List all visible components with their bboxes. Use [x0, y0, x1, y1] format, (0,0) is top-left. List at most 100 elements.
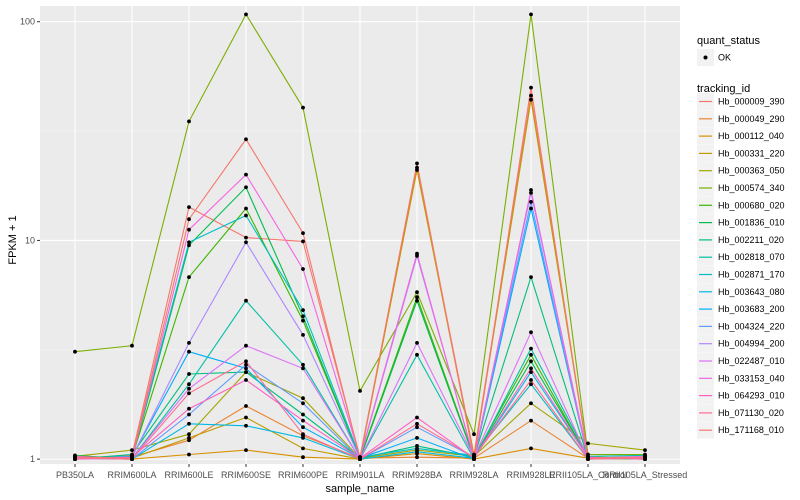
data-point	[244, 448, 248, 452]
data-point	[244, 362, 248, 367]
data-point	[529, 359, 533, 364]
legend-label: Hb_071130_020	[718, 408, 784, 418]
legend-label: Hb_000049_290	[718, 114, 785, 124]
data-point	[529, 401, 533, 406]
data-point	[358, 389, 362, 393]
data-point	[187, 227, 191, 232]
data-point	[244, 172, 248, 177]
data-point	[415, 421, 419, 426]
data-point	[187, 240, 191, 245]
data-point	[244, 415, 248, 420]
x-tick-label: RRIM928LA	[449, 470, 498, 480]
data-point	[244, 206, 248, 211]
data-point	[529, 188, 533, 192]
data-point	[301, 308, 305, 312]
data-point	[187, 372, 191, 376]
legend-label: Hb_002818_070	[718, 252, 785, 262]
data-point	[415, 415, 419, 420]
legend-label: Hb_000680_020	[718, 200, 785, 210]
data-point	[358, 456, 362, 461]
data-point	[415, 446, 419, 451]
data-point	[244, 359, 248, 364]
data-point	[187, 243, 191, 248]
data-point	[244, 370, 248, 374]
legend-title-quant-status: quant_status	[697, 35, 760, 47]
data-point	[643, 448, 647, 452]
legend-point-symbol	[703, 55, 708, 60]
data-point	[529, 366, 533, 371]
x-tick-label: PB350LA	[56, 470, 94, 480]
data-point	[415, 449, 419, 454]
data-point	[244, 378, 248, 382]
data-point	[415, 425, 419, 430]
data-point	[415, 290, 419, 295]
legend-label: Hb_000363_050	[718, 166, 785, 176]
data-point	[301, 455, 305, 460]
data-point	[187, 217, 191, 222]
data-point	[529, 275, 533, 279]
data-point	[187, 349, 191, 354]
data-point	[529, 85, 533, 90]
data-point	[415, 161, 419, 166]
data-point	[301, 239, 305, 244]
data-point	[529, 370, 533, 374]
data-point	[244, 404, 248, 408]
x-tick-label: RRIM600PE	[278, 470, 328, 480]
data-point	[187, 275, 191, 279]
x-tick-label: RRII105LA_Control	[549, 470, 627, 480]
data-point	[586, 441, 590, 446]
data-point	[529, 418, 533, 423]
data-point	[130, 343, 134, 348]
data-point	[529, 200, 533, 204]
data-point	[244, 366, 248, 371]
data-point	[301, 418, 305, 423]
data-point	[529, 352, 533, 357]
data-point	[415, 295, 419, 300]
data-point	[301, 366, 305, 371]
data-point	[586, 456, 590, 461]
legend-label: Hb_000574_340	[718, 183, 785, 193]
x-tick-label: RRIM600LA	[107, 470, 156, 480]
data-point	[187, 436, 191, 440]
legend-label: Hb_002211_020	[718, 235, 784, 245]
data-point	[244, 12, 248, 17]
data-point	[301, 401, 305, 406]
y-axis: 1 10 100	[20, 17, 40, 464]
legend-label: Hb_000112_040	[718, 131, 784, 141]
data-point	[244, 240, 248, 245]
legend-label: Hb_171168_010	[718, 425, 784, 435]
y-tick-label: 1	[30, 454, 35, 464]
data-point	[244, 343, 248, 348]
data-point	[244, 298, 248, 303]
data-point	[301, 231, 305, 236]
y-tick-label: 100	[20, 17, 35, 27]
data-point	[244, 137, 248, 142]
data-point	[415, 298, 419, 303]
legend-label: Hb_022487_010	[718, 356, 785, 366]
data-point	[130, 456, 134, 461]
data-point	[529, 93, 533, 98]
data-point	[301, 318, 305, 323]
data-point	[415, 455, 419, 460]
series-points	[73, 12, 647, 461]
data-point	[301, 105, 305, 110]
x-tick-label: RRIM600SE	[221, 470, 271, 480]
data-point	[643, 455, 647, 460]
data-point	[529, 446, 533, 451]
legend-label: OK	[718, 53, 731, 63]
data-point	[529, 346, 533, 351]
x-axis: PB350LA RRIM600LA RRIM600LE RRIM600SE RRIM60…	[56, 464, 687, 480]
data-point	[187, 391, 191, 396]
data-point	[301, 314, 305, 319]
data-point	[187, 412, 191, 417]
data-point	[187, 386, 191, 391]
data-point	[244, 235, 248, 240]
data-point	[130, 448, 134, 452]
tracking-id-legend: Hb_000009_390 Hb_000049_290 Hb_000112_040 H…	[697, 93, 785, 439]
data-point	[187, 341, 191, 345]
legend-label: Hb_001836_010	[718, 218, 785, 228]
data-point	[187, 382, 191, 387]
data-point	[301, 412, 305, 417]
legend-label: Hb_000331_220	[718, 148, 785, 158]
